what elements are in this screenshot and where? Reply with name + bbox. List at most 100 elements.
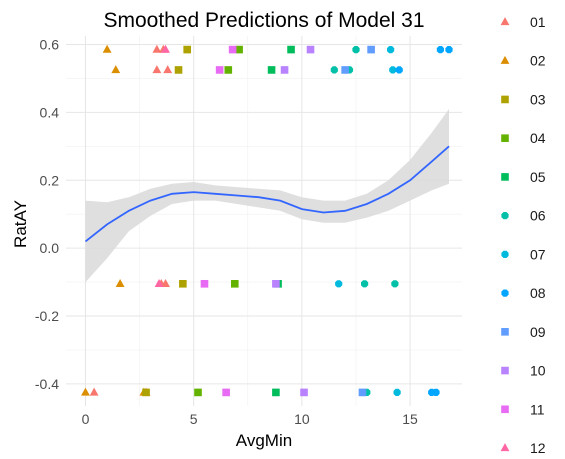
data-point-03 [174,66,183,74]
data-point-01 [152,44,162,53]
legend: 01 02 03 04 05 06 07 08 09 10 11 12 [500,14,546,456]
data-point-02 [81,387,90,396]
data-point-02 [102,44,112,53]
legend-key-07 [501,250,509,258]
data-point-09 [358,388,367,397]
legend-item-07: 07 [501,246,546,262]
data-point-10 [306,45,315,54]
y-axis-ticks: -0.4 -0.2 0.0 0.2 0.4 0.6 [35,36,59,391]
x-axis-ticks: 0 5 10 15 [82,411,418,427]
legend-key-11 [501,405,509,414]
data-point-01 [89,387,99,396]
data-point-08 [395,66,403,74]
data-point-04 [194,388,202,397]
legend-label: 05 [530,169,546,185]
legend-key-12 [500,443,510,452]
legend-key-01 [500,17,510,26]
legend-item-10: 10 [501,363,546,379]
legend-label: 01 [530,14,546,30]
legend-label: 11 [530,401,545,417]
data-point-05 [287,45,295,54]
legend-label: 09 [530,324,546,340]
legend-item-04: 04 [501,130,546,146]
y-tick-label: 0.6 [40,36,60,52]
legend-label: 08 [530,285,546,301]
data-point-04 [224,66,233,74]
data-point-08 [432,388,440,396]
legend-item-11: 11 [501,401,545,417]
legend-label: 04 [530,130,546,146]
legend-label: 12 [530,440,546,456]
data-point-06 [352,46,360,54]
data-point-12 [161,44,170,53]
legend-key-09 [501,328,509,336]
data-point-07 [389,66,397,74]
data-point-07 [393,388,401,396]
y-tick-label: 0.4 [40,104,60,120]
data-point-08 [436,46,444,54]
data-point-10 [300,388,308,397]
legend-key-10 [501,366,509,375]
data-point-09 [341,66,349,74]
data-point-11 [228,45,237,54]
legend-key-02 [500,55,510,64]
data-point-04 [230,279,239,288]
data-point-03 [142,388,150,397]
data-point-07 [387,46,395,54]
legend-item-09: 09 [501,324,546,340]
legend-key-08 [501,289,509,297]
data-point-02 [111,65,121,74]
data-point-12 [154,278,164,287]
x-tick-label: 15 [402,411,418,427]
legend-key-04 [501,134,509,142]
data-point-02 [115,278,125,287]
data-point-01 [152,65,162,74]
legend-item-03: 03 [501,91,546,107]
legend-key-06 [501,212,509,220]
data-point-05 [267,66,276,74]
legend-item-02: 02 [500,53,546,69]
data-point-06 [391,280,399,288]
legend-item-12: 12 [500,440,546,456]
data-point-09 [367,45,375,54]
data-point-06 [361,280,369,288]
data-point-04 [235,45,243,54]
data-point-07 [335,280,343,288]
x-axis-title: AvgMin [236,431,292,450]
legend-label: 02 [530,53,546,69]
legend-label: 06 [530,208,546,224]
legend-label: 10 [530,363,546,379]
data-point-01 [163,65,173,74]
chart-title: Smoothed Predictions of Model 31 [103,9,424,32]
confidence-band [84,109,450,283]
y-tick-label: 0.0 [40,240,60,256]
grid-lines [66,36,462,406]
data-point-10 [272,279,280,288]
legend-label: 07 [530,246,546,262]
data-point-10 [280,66,289,74]
data-point-03 [179,279,187,288]
x-tick-label: 10 [294,411,310,427]
y-axis-title: RatAY [11,200,30,248]
data-point-01 [161,278,170,287]
legend-label: 03 [530,91,546,107]
x-tick-label: 0 [82,411,90,427]
legend-item-05: 05 [501,169,546,185]
data-point-03 [183,45,191,54]
legend-item-08: 08 [501,285,546,301]
x-tick-label: 5 [190,411,198,427]
legend-key-05 [501,173,509,181]
data-point-11 [222,388,230,397]
data-point-06 [330,66,338,74]
data-point-11 [215,66,224,74]
data-point-08 [445,46,453,54]
data-point-11 [200,279,209,288]
y-tick-label: 0.2 [40,172,60,188]
legend-key-03 [501,95,509,104]
legend-item-01: 01 [500,14,546,30]
y-tick-label: -0.4 [35,376,59,392]
confidence-band-area [85,109,449,283]
legend-item-06: 06 [501,208,546,224]
smooth-line [84,145,450,243]
